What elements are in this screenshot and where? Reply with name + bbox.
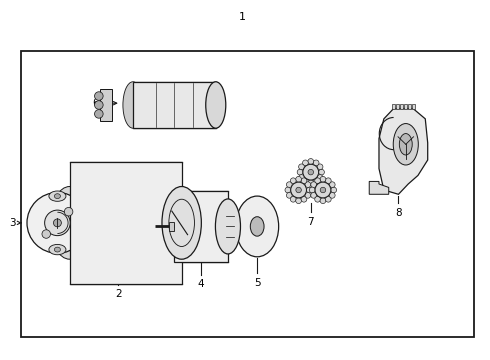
Ellipse shape xyxy=(315,182,331,198)
Ellipse shape xyxy=(54,194,60,199)
Text: 4: 4 xyxy=(198,279,204,289)
Bar xyxy=(21,51,474,337)
Ellipse shape xyxy=(313,179,319,184)
Ellipse shape xyxy=(306,187,312,193)
Text: 8: 8 xyxy=(395,208,402,218)
Ellipse shape xyxy=(303,164,318,180)
Ellipse shape xyxy=(42,230,50,238)
Ellipse shape xyxy=(302,160,308,166)
Ellipse shape xyxy=(297,169,303,175)
Ellipse shape xyxy=(305,193,311,198)
Ellipse shape xyxy=(206,82,226,128)
Ellipse shape xyxy=(45,210,70,235)
Ellipse shape xyxy=(317,164,323,170)
Ellipse shape xyxy=(315,197,320,202)
Bar xyxy=(174,191,228,262)
Ellipse shape xyxy=(320,176,326,182)
Ellipse shape xyxy=(317,175,323,180)
Bar xyxy=(392,104,395,109)
Ellipse shape xyxy=(315,178,320,184)
Ellipse shape xyxy=(287,193,292,198)
Ellipse shape xyxy=(123,82,143,128)
Ellipse shape xyxy=(320,187,326,193)
Ellipse shape xyxy=(49,244,66,255)
Ellipse shape xyxy=(313,160,319,166)
Ellipse shape xyxy=(308,180,314,186)
Bar xyxy=(408,104,411,109)
Bar xyxy=(133,82,216,128)
Ellipse shape xyxy=(53,219,61,227)
Ellipse shape xyxy=(296,176,301,182)
Ellipse shape xyxy=(308,158,314,164)
Text: 5: 5 xyxy=(254,278,261,288)
Ellipse shape xyxy=(320,198,326,203)
Ellipse shape xyxy=(308,170,314,175)
Bar xyxy=(404,104,407,109)
Ellipse shape xyxy=(291,182,306,198)
Ellipse shape xyxy=(162,199,187,254)
Ellipse shape xyxy=(95,92,103,100)
Ellipse shape xyxy=(331,187,337,193)
Polygon shape xyxy=(379,109,428,194)
Ellipse shape xyxy=(399,134,412,155)
Ellipse shape xyxy=(50,186,89,259)
Ellipse shape xyxy=(95,101,103,109)
Ellipse shape xyxy=(305,182,311,188)
Ellipse shape xyxy=(325,178,331,184)
Ellipse shape xyxy=(291,178,296,184)
Bar xyxy=(412,104,415,109)
Ellipse shape xyxy=(296,198,301,203)
Bar xyxy=(70,162,182,284)
Text: 7: 7 xyxy=(307,217,314,227)
Bar xyxy=(400,104,403,109)
Ellipse shape xyxy=(329,193,335,198)
Bar xyxy=(170,222,174,231)
Ellipse shape xyxy=(298,175,304,180)
Ellipse shape xyxy=(95,110,103,118)
Ellipse shape xyxy=(302,179,308,184)
Ellipse shape xyxy=(318,169,324,175)
Ellipse shape xyxy=(257,198,260,255)
Text: 2: 2 xyxy=(115,289,122,299)
Ellipse shape xyxy=(309,187,315,193)
Ellipse shape xyxy=(325,197,331,202)
Ellipse shape xyxy=(27,193,88,253)
Bar xyxy=(396,104,399,109)
Polygon shape xyxy=(369,181,389,194)
Ellipse shape xyxy=(298,164,304,170)
Ellipse shape xyxy=(162,186,201,259)
Ellipse shape xyxy=(64,207,73,216)
Text: 3: 3 xyxy=(9,218,16,228)
Ellipse shape xyxy=(49,191,66,201)
Ellipse shape xyxy=(250,217,264,236)
Ellipse shape xyxy=(296,187,301,193)
Ellipse shape xyxy=(393,123,418,165)
Ellipse shape xyxy=(285,187,291,193)
Ellipse shape xyxy=(329,182,335,188)
Ellipse shape xyxy=(54,247,60,252)
Ellipse shape xyxy=(236,196,279,257)
Ellipse shape xyxy=(216,199,241,254)
Ellipse shape xyxy=(311,193,317,198)
Ellipse shape xyxy=(301,197,307,202)
Text: 6: 6 xyxy=(92,98,99,108)
Ellipse shape xyxy=(287,182,292,188)
Bar xyxy=(100,89,113,121)
Ellipse shape xyxy=(311,182,317,188)
Ellipse shape xyxy=(301,178,307,184)
Text: 1: 1 xyxy=(239,13,246,22)
Ellipse shape xyxy=(291,197,296,202)
